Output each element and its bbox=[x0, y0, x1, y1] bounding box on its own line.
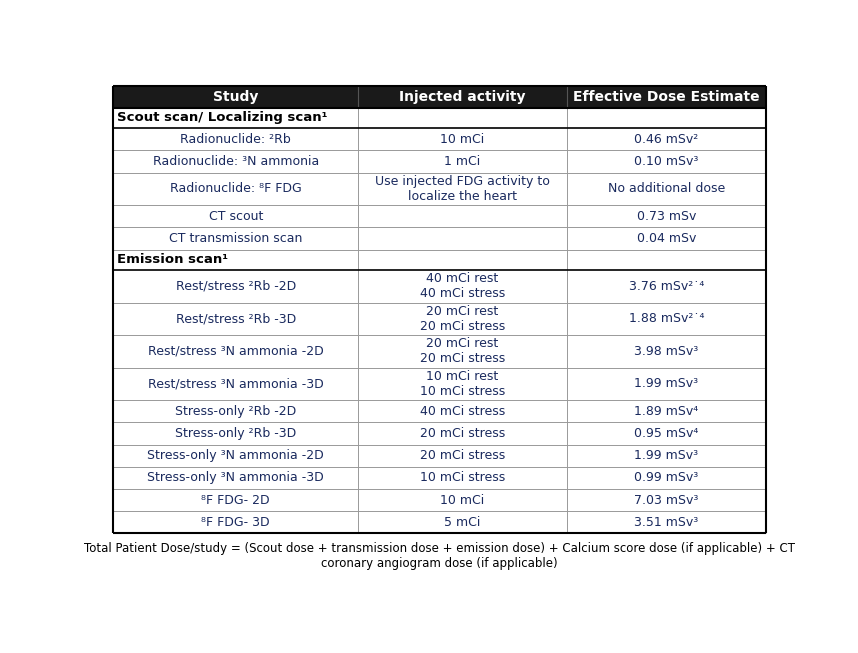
Text: Rest/stress ²Rb -3D: Rest/stress ²Rb -3D bbox=[176, 312, 296, 325]
Text: Rest/stress ³N ammonia -3D: Rest/stress ³N ammonia -3D bbox=[148, 377, 323, 390]
Bar bbox=[113, 467, 766, 489]
Text: Radionuclide: ³N ammonia: Radionuclide: ³N ammonia bbox=[153, 155, 319, 168]
Text: 1.99 mSv³: 1.99 mSv³ bbox=[634, 377, 698, 390]
Text: 1.99 mSv³: 1.99 mSv³ bbox=[634, 449, 698, 462]
Text: Rest/stress ²Rb -2D: Rest/stress ²Rb -2D bbox=[176, 280, 296, 293]
Text: Stress-only ³N ammonia -3D: Stress-only ³N ammonia -3D bbox=[148, 471, 324, 485]
Bar bbox=[113, 400, 766, 422]
Bar bbox=[113, 270, 766, 302]
Bar bbox=[113, 128, 766, 150]
Bar bbox=[113, 302, 766, 335]
Bar bbox=[113, 422, 766, 445]
Text: Use injected FDG activity to
localize the heart: Use injected FDG activity to localize th… bbox=[375, 175, 550, 203]
Bar bbox=[113, 511, 766, 534]
Text: 3.51 mSv³: 3.51 mSv³ bbox=[634, 516, 698, 529]
Text: 40 mCi stress: 40 mCi stress bbox=[420, 405, 505, 418]
Bar bbox=[113, 489, 766, 511]
Text: 20 mCi stress: 20 mCi stress bbox=[420, 427, 505, 440]
Text: 3.98 mSv³: 3.98 mSv³ bbox=[634, 345, 698, 358]
Bar bbox=[113, 445, 766, 467]
Bar bbox=[113, 150, 766, 172]
Text: ⁸F FDG- 3D: ⁸F FDG- 3D bbox=[202, 516, 270, 529]
Text: Rest/stress ³N ammonia -2D: Rest/stress ³N ammonia -2D bbox=[148, 345, 323, 358]
Text: Effective Dose Estimate: Effective Dose Estimate bbox=[573, 90, 760, 104]
Text: 10 mCi rest
10 mCi stress: 10 mCi rest 10 mCi stress bbox=[420, 370, 505, 398]
Bar bbox=[113, 172, 766, 205]
Text: Radionuclide: ⁸F FDG: Radionuclide: ⁸F FDG bbox=[170, 182, 302, 195]
Text: 0.95 mSv⁴: 0.95 mSv⁴ bbox=[634, 427, 698, 440]
Text: 20 mCi rest
20 mCi stress: 20 mCi rest 20 mCi stress bbox=[420, 338, 505, 365]
Text: 20 mCi stress: 20 mCi stress bbox=[420, 449, 505, 462]
Text: CT transmission scan: CT transmission scan bbox=[169, 232, 303, 245]
Text: No additional dose: No additional dose bbox=[607, 182, 725, 195]
Text: coronary angiogram dose (if applicable): coronary angiogram dose (if applicable) bbox=[322, 557, 558, 570]
Text: ⁸F FDG- 2D: ⁸F FDG- 2D bbox=[202, 494, 270, 507]
Text: 40 mCi rest
40 mCi stress: 40 mCi rest 40 mCi stress bbox=[420, 272, 505, 300]
Text: Radionuclide: ²Rb: Radionuclide: ²Rb bbox=[180, 133, 291, 146]
Bar bbox=[113, 335, 766, 368]
Text: Emission scan¹: Emission scan¹ bbox=[118, 253, 228, 266]
Text: 10 mCi stress: 10 mCi stress bbox=[420, 471, 505, 485]
Text: CT scout: CT scout bbox=[208, 210, 263, 223]
Text: Stress-only ²Rb -2D: Stress-only ²Rb -2D bbox=[175, 405, 296, 418]
Text: 1.88 mSv²˙⁴: 1.88 mSv²˙⁴ bbox=[629, 312, 704, 325]
Bar bbox=[113, 249, 766, 270]
Bar bbox=[113, 368, 766, 400]
Bar bbox=[113, 86, 766, 108]
Text: Stress-only ³N ammonia -2D: Stress-only ³N ammonia -2D bbox=[148, 449, 324, 462]
Text: 20 mCi rest
20 mCi stress: 20 mCi rest 20 mCi stress bbox=[420, 305, 505, 333]
Text: 7.03 mSv³: 7.03 mSv³ bbox=[634, 494, 698, 507]
Text: 3.76 mSv²˙⁴: 3.76 mSv²˙⁴ bbox=[629, 280, 704, 293]
Bar bbox=[113, 108, 766, 128]
Text: 1 mCi: 1 mCi bbox=[444, 155, 480, 168]
Text: 10 mCi: 10 mCi bbox=[440, 494, 485, 507]
Text: 0.73 mSv: 0.73 mSv bbox=[637, 210, 696, 223]
Text: 0.99 mSv³: 0.99 mSv³ bbox=[634, 471, 698, 485]
Bar bbox=[113, 227, 766, 249]
Bar bbox=[113, 205, 766, 227]
Text: Stress-only ²Rb -3D: Stress-only ²Rb -3D bbox=[175, 427, 296, 440]
Text: 0.04 mSv: 0.04 mSv bbox=[637, 232, 696, 245]
Text: 1.89 mSv⁴: 1.89 mSv⁴ bbox=[634, 405, 698, 418]
Text: 0.46 mSv²: 0.46 mSv² bbox=[634, 133, 698, 146]
Text: 0.10 mSv³: 0.10 mSv³ bbox=[634, 155, 698, 168]
Text: 10 mCi: 10 mCi bbox=[440, 133, 485, 146]
Text: Scout scan/ Localizing scan¹: Scout scan/ Localizing scan¹ bbox=[118, 112, 328, 124]
Text: Injected activity: Injected activity bbox=[399, 90, 526, 104]
Text: Study: Study bbox=[213, 90, 258, 104]
Text: 5 mCi: 5 mCi bbox=[444, 516, 480, 529]
Text: Total Patient Dose/study = (Scout dose + transmission dose + emission dose) + Ca: Total Patient Dose/study = (Scout dose +… bbox=[84, 542, 795, 555]
